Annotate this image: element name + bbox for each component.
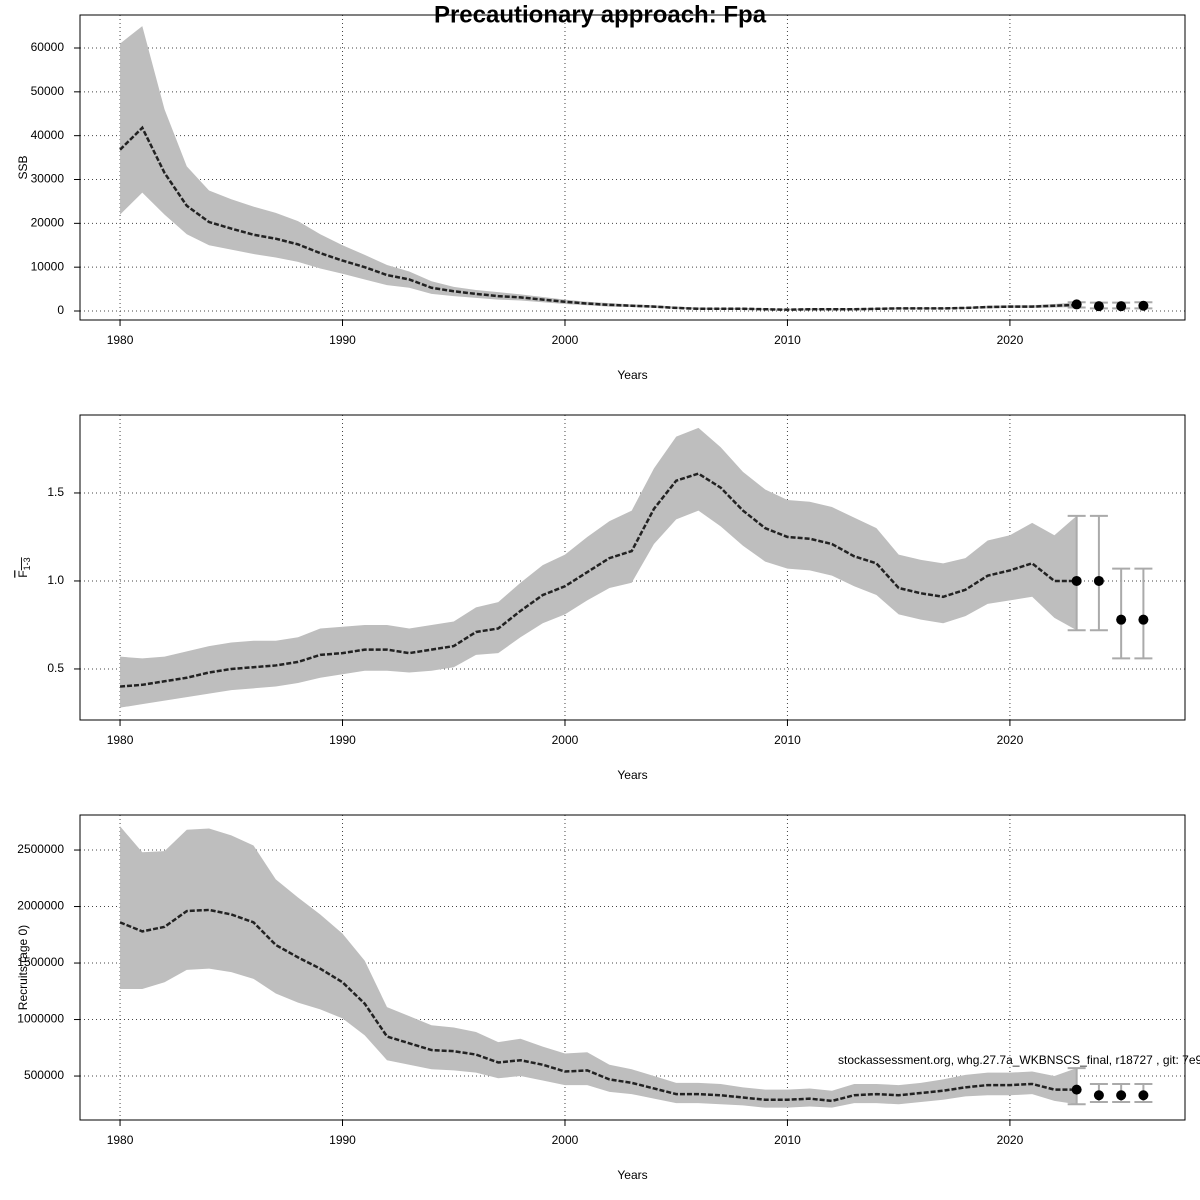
confidence-band bbox=[120, 826, 1077, 1108]
y-tick-label: 20000 bbox=[31, 216, 65, 230]
y-tick-label: 0.5 bbox=[47, 661, 64, 675]
footnote: stockassessment.org, whg.27.7a_WKBNSCS_f… bbox=[838, 1053, 1200, 1067]
y-tick-label: 50000 bbox=[31, 84, 65, 98]
y-tick-label: 1.0 bbox=[47, 573, 64, 587]
forecast-point bbox=[1093, 1090, 1104, 1101]
forecast-point bbox=[1116, 1090, 1127, 1101]
y-axis-label: Recruits (age 0) bbox=[16, 925, 30, 1010]
x-tick-label: 1990 bbox=[329, 1133, 356, 1147]
x-tick-label: 2020 bbox=[997, 1133, 1024, 1147]
forecast-point bbox=[1138, 614, 1149, 625]
x-tick-label: 2010 bbox=[774, 1133, 801, 1147]
x-tick-label: 2020 bbox=[997, 733, 1024, 747]
y-axis-label: SSB bbox=[16, 155, 30, 179]
estimate-line bbox=[119, 472, 1077, 688]
y-tick-label: 2500000 bbox=[17, 842, 64, 856]
forecast-point bbox=[1071, 575, 1082, 586]
x-tick-label: 1990 bbox=[329, 333, 356, 347]
x-axis-label: Years bbox=[617, 368, 647, 382]
confidence-band bbox=[120, 26, 1077, 311]
estimate-line bbox=[119, 125, 1077, 311]
forecast-point bbox=[1093, 575, 1104, 586]
x-tick-label: 2010 bbox=[774, 333, 801, 347]
forecast-point bbox=[1116, 301, 1127, 312]
estimate-line bbox=[119, 908, 1077, 1103]
y-tick-label: 30000 bbox=[31, 172, 65, 186]
y-tick-label: 1000000 bbox=[17, 1012, 64, 1026]
x-tick-label: 1980 bbox=[107, 733, 134, 747]
forecast-point bbox=[1116, 614, 1127, 625]
y-axis-label-subscript: 1-3 bbox=[22, 557, 32, 570]
y-axis-label: F1-3 bbox=[16, 557, 32, 577]
forecast-point bbox=[1138, 300, 1149, 311]
x-axis-label: Years bbox=[617, 768, 647, 782]
plot-frame bbox=[79, 814, 1186, 1121]
y-tick-label: 2000000 bbox=[17, 899, 64, 913]
forecast-point bbox=[1138, 1090, 1149, 1101]
y-tick-label: 1.5 bbox=[47, 485, 64, 499]
chart-title: Precautionary approach: Fpa bbox=[434, 1, 767, 28]
confidence-band bbox=[120, 427, 1077, 708]
y-tick-label: 500000 bbox=[24, 1068, 64, 1082]
forecast-point bbox=[1071, 1084, 1082, 1095]
x-tick-label: 2000 bbox=[552, 733, 579, 747]
x-tick-label: 2000 bbox=[552, 333, 579, 347]
forecast-point bbox=[1093, 301, 1104, 312]
y-tick-label: 10000 bbox=[31, 259, 65, 273]
y-tick-label: 40000 bbox=[31, 128, 65, 142]
x-tick-label: 2020 bbox=[997, 333, 1024, 347]
x-axis-label: Years bbox=[617, 1168, 647, 1182]
plot-frame bbox=[79, 14, 1186, 321]
x-tick-label: 2010 bbox=[774, 733, 801, 747]
y-tick-label: 1500000 bbox=[17, 955, 64, 969]
x-tick-label: 1980 bbox=[107, 333, 134, 347]
y-tick-label: 0 bbox=[57, 303, 64, 317]
forecast-point bbox=[1071, 299, 1082, 310]
x-tick-label: 1980 bbox=[107, 1133, 134, 1147]
x-tick-label: 2000 bbox=[552, 1133, 579, 1147]
y-tick-label: 60000 bbox=[31, 40, 65, 54]
plot-frame bbox=[79, 414, 1186, 721]
x-tick-label: 1990 bbox=[329, 733, 356, 747]
